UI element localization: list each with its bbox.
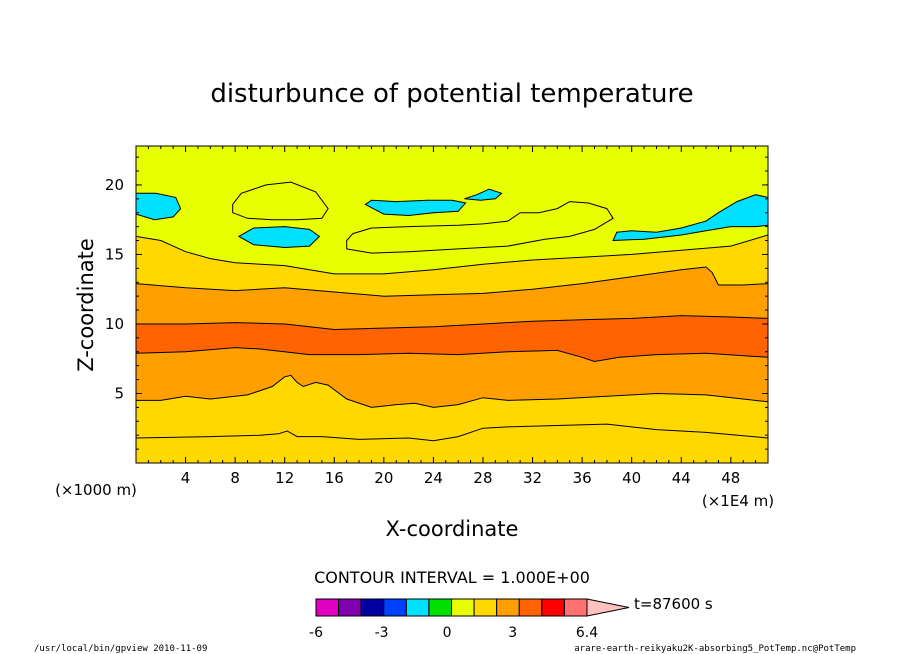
colorbar-tick-labels: -6 -3 0 3 6.4 <box>309 625 598 641</box>
contour-line-6 <box>135 234 769 275</box>
x-tick-label: 8 <box>230 469 240 487</box>
x-tick-label: 36 <box>573 469 592 487</box>
colorbar-swatch <box>405 598 430 617</box>
y-tick-label: 15 <box>105 245 124 263</box>
colorbar-swatch <box>428 598 452 617</box>
y-axis-label: Z-coordinate <box>74 238 98 372</box>
contour-line-4 <box>136 315 769 331</box>
colorbar-tick-label: -3 <box>375 625 389 641</box>
contour-islands <box>135 181 769 254</box>
colorbar-tick-label: 3 <box>508 625 517 641</box>
x-tick-label: 4 <box>181 469 191 487</box>
contour-island-7 <box>612 194 769 242</box>
colorbar-swatch <box>518 598 543 617</box>
colorbar-swatch <box>315 598 340 617</box>
colorbar-swatch <box>451 598 475 617</box>
contour-island-6 <box>346 201 614 254</box>
colorbar-swatch <box>338 598 362 617</box>
x-tick-label: 12 <box>275 469 294 487</box>
colorbar-swatch <box>383 598 407 617</box>
contour-island-4 <box>364 199 467 217</box>
x-tick-labels: 4 8 12 16 20 24 28 32 36 40 44 48 <box>181 469 741 487</box>
colorbar-swatch <box>496 598 520 617</box>
colorbar-tick-label: 6.4 <box>576 625 598 641</box>
contour-line-5 <box>135 266 769 297</box>
x-tick-label: 32 <box>523 469 542 487</box>
x-unit-left: (×1000 m) <box>55 481 137 499</box>
axis-ticks <box>135 146 768 463</box>
footer-left: /usr/local/bin/gpview 2010-11-09 <box>34 644 207 654</box>
colorbar-arrow <box>586 598 630 617</box>
plot-frame <box>135 145 769 464</box>
x-unit-right: (×1E4 m) <box>702 492 774 510</box>
contour-line-2 <box>136 374 769 408</box>
footer-right: arare-earth-reikyaku2K-absorbing5_PotTem… <box>574 644 856 654</box>
colorbar <box>315 598 630 617</box>
x-tick-label: 28 <box>473 469 492 487</box>
colorbar-swatch <box>541 598 565 617</box>
x-tick-label: 16 <box>325 469 344 487</box>
y-tick-label: 5 <box>114 384 124 402</box>
contour-island-3 <box>237 226 321 249</box>
x-axis-label: X-coordinate <box>386 517 519 541</box>
contour-island-1 <box>135 192 182 221</box>
y-tick-label: 10 <box>105 315 124 333</box>
y-tick-labels: 5 10 15 20 <box>105 176 124 403</box>
colorbar-swatch <box>563 598 588 617</box>
contour-island-5 <box>464 188 503 201</box>
x-tick-label: 24 <box>424 469 443 487</box>
x-tick-label: 48 <box>721 469 740 487</box>
time-label: t=87600 s <box>634 595 713 613</box>
plot-area <box>135 145 769 464</box>
colorbar-swatch <box>473 598 498 617</box>
contour-interval-label: CONTOUR INTERVAL = 1.000E+00 <box>314 568 590 587</box>
contour-lines <box>135 234 769 442</box>
contour-line-3 <box>135 347 769 363</box>
chart-title: disturbunce of potential temperature <box>210 79 693 109</box>
colorbar-swatch <box>360 598 385 617</box>
contour-island-2 <box>232 181 329 221</box>
x-tick-label: 40 <box>622 469 641 487</box>
x-tick-label: 44 <box>672 469 691 487</box>
x-tick-label: 20 <box>374 469 393 487</box>
y-tick-label: 20 <box>105 176 124 194</box>
contour-line-1 <box>135 423 769 442</box>
colorbar-tick-label: 0 <box>443 625 452 641</box>
colorbar-tick-label: -6 <box>309 625 323 641</box>
